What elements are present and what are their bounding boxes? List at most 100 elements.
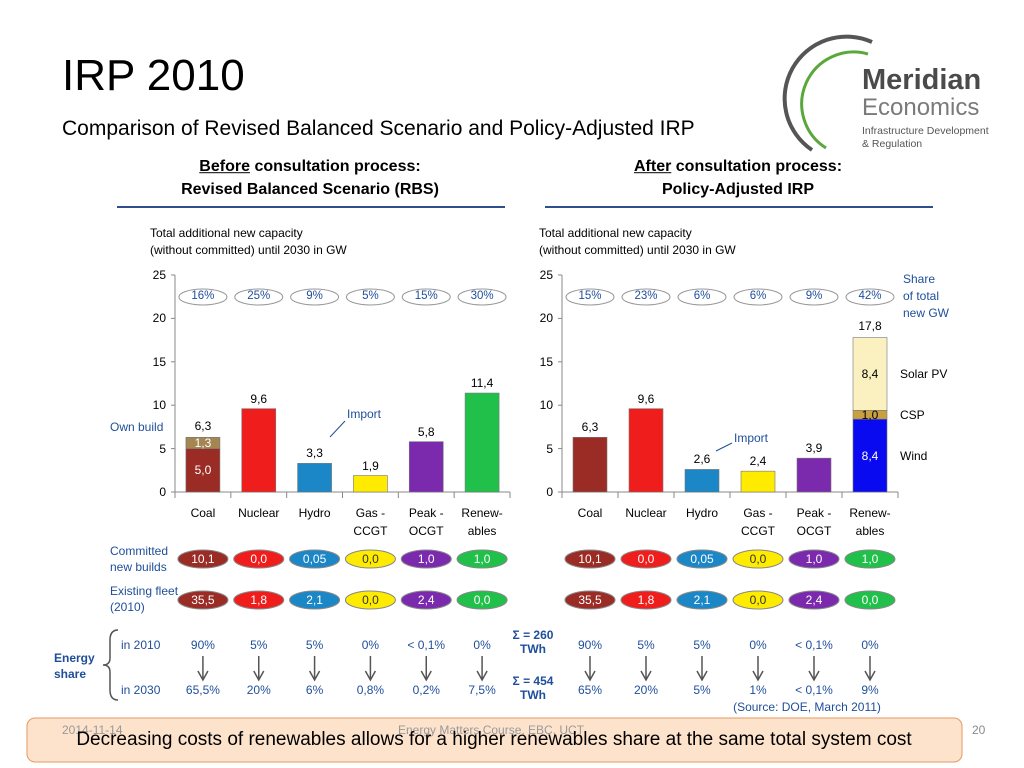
logo-name: Meridian bbox=[862, 64, 982, 96]
row-label: Energy share bbox=[54, 651, 95, 682]
series-label: CSP bbox=[900, 407, 925, 422]
y-tick-label: 25 bbox=[152, 267, 166, 282]
share-pill bbox=[565, 288, 615, 306]
committed-value: 10,1 bbox=[191, 551, 215, 566]
value-label: 8,4 bbox=[861, 366, 879, 381]
y-tick-label: 0 bbox=[159, 484, 166, 499]
bar bbox=[241, 408, 277, 493]
y-tick-label: 10 bbox=[152, 398, 166, 413]
row-label: Existing fleet (2010) bbox=[110, 584, 179, 615]
existing-pill bbox=[456, 590, 508, 610]
share-pill bbox=[621, 288, 671, 306]
share-note: Share of total new GW bbox=[903, 272, 950, 321]
footer-date: 2014-11-14 bbox=[62, 723, 123, 737]
share-arrow bbox=[420, 656, 432, 682]
energy-share: 6% bbox=[305, 682, 324, 697]
banner-text: Decreasing costs of renewables allows fo… bbox=[76, 729, 912, 751]
energy-share: 65% bbox=[577, 682, 603, 697]
y-tick-label: 0 bbox=[546, 484, 553, 499]
y-tick-label: 20 bbox=[539, 311, 553, 326]
y-tick-label: 25 bbox=[539, 267, 553, 282]
sum-label: Σ = 260 TWh bbox=[512, 628, 554, 656]
existing-value: 0,0 bbox=[362, 592, 379, 607]
bar bbox=[796, 457, 832, 493]
existing-pill bbox=[788, 590, 840, 610]
existing-pill bbox=[289, 590, 341, 610]
row-label: in 2030 bbox=[121, 683, 161, 697]
annotation-line bbox=[329, 420, 346, 438]
share-arrow bbox=[253, 656, 265, 682]
energy-share: 7,5% bbox=[468, 682, 496, 697]
value-label: 9,6 bbox=[250, 391, 268, 406]
energy-share: 90% bbox=[190, 637, 215, 652]
existing-value: 2,4 bbox=[417, 592, 435, 607]
share-arrow bbox=[864, 656, 876, 682]
bar bbox=[185, 437, 221, 449]
x-tick-label: Coal bbox=[190, 506, 216, 520]
x-tick-label: Gas - CCGT bbox=[741, 506, 775, 538]
logo-arc bbox=[800, 50, 869, 150]
x-tick-label: Hydro bbox=[298, 506, 331, 520]
annotation: Import bbox=[734, 430, 769, 445]
chart-heading: Revised Balanced Scenario (RBS) bbox=[181, 181, 439, 199]
chart-heading: Policy-Adjusted IRP bbox=[661, 181, 815, 199]
energy-share: 65,5% bbox=[185, 682, 220, 697]
energy-share: 5% bbox=[693, 637, 711, 652]
bar bbox=[408, 441, 444, 493]
existing-value: 1,8 bbox=[250, 592, 268, 607]
existing-value: 35,5 bbox=[191, 592, 215, 607]
value-label: 3,3 bbox=[306, 446, 323, 461]
x-tick-label: Coal bbox=[577, 506, 603, 520]
existing-pill bbox=[844, 590, 896, 610]
heading-emphasis: Before bbox=[199, 158, 250, 176]
footer-course: Energy Matters Course, EBC, UCT bbox=[398, 723, 585, 737]
existing-pill bbox=[177, 590, 229, 610]
share-arrow bbox=[752, 656, 764, 682]
share-pill bbox=[677, 288, 727, 306]
y-tick-label: 5 bbox=[159, 441, 166, 456]
committed-value: 0,0 bbox=[749, 551, 767, 566]
bar bbox=[464, 392, 500, 493]
series-label: Wind bbox=[900, 448, 928, 463]
bar bbox=[185, 448, 221, 493]
energy-share: 5% bbox=[637, 637, 655, 652]
bar bbox=[572, 437, 608, 493]
committed-value: 1,0 bbox=[417, 551, 435, 566]
y-tick-label: 15 bbox=[539, 354, 553, 369]
value-label: 2,6 bbox=[693, 452, 711, 467]
energy-share: 0% bbox=[473, 637, 491, 652]
logo-name: Economics bbox=[862, 94, 980, 121]
value-label: 11,4 bbox=[470, 375, 494, 390]
committed-pill bbox=[788, 549, 840, 569]
committed-pill bbox=[177, 549, 229, 569]
committed-value: 0,0 bbox=[362, 551, 379, 566]
share-label: 6% bbox=[749, 290, 767, 303]
series-label: Solar PV bbox=[900, 366, 948, 381]
x-tick-label: Gas - CCGT bbox=[353, 506, 388, 538]
share-pill bbox=[457, 288, 507, 306]
existing-value: 0,0 bbox=[749, 592, 767, 607]
energy-share: < 0,1% bbox=[795, 682, 833, 697]
committed-value: 0,05 bbox=[302, 551, 327, 566]
source: (Source: DOE, March 2011) bbox=[733, 700, 881, 714]
existing-value: 35,5 bbox=[578, 592, 602, 607]
row-label: in 2010 bbox=[121, 638, 161, 652]
page-number: 20 bbox=[972, 723, 986, 737]
x-tick-label: Hydro bbox=[685, 506, 719, 520]
heading-text: consultation process: bbox=[675, 158, 843, 176]
bar bbox=[740, 470, 776, 493]
x-tick-label: Nuclear bbox=[625, 506, 667, 520]
value-label: 5,0 bbox=[194, 463, 212, 478]
committed-pill bbox=[732, 549, 784, 569]
share-arrow bbox=[308, 656, 321, 682]
x-tick-label: Nuclear bbox=[238, 506, 280, 520]
share-arrow bbox=[364, 656, 377, 682]
existing-value: 1,8 bbox=[637, 592, 655, 607]
committed-pill bbox=[564, 549, 616, 569]
value-label: 6,3 bbox=[581, 420, 599, 435]
existing-value: 2,4 bbox=[805, 592, 823, 607]
y-axis-label: Total additional new capacity bbox=[150, 225, 303, 240]
existing-pill bbox=[400, 590, 452, 610]
share-arrow bbox=[640, 656, 652, 682]
